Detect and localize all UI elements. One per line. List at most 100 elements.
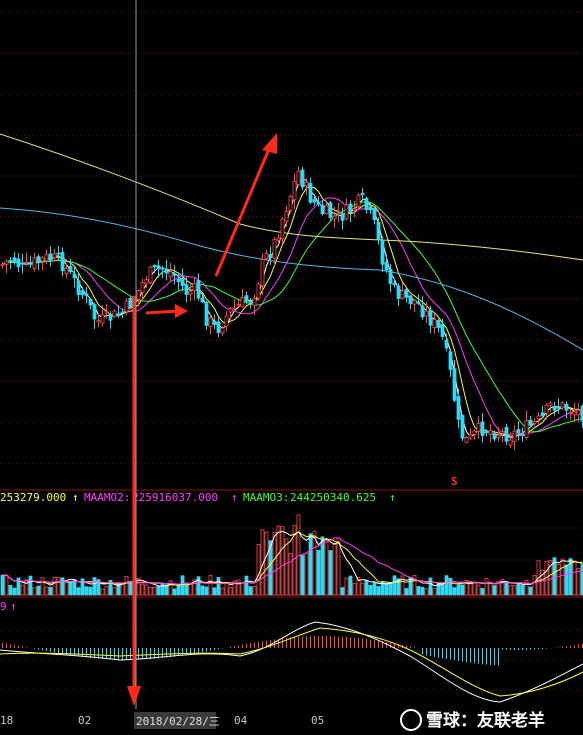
candle-body [72, 273, 77, 279]
volume-bar [276, 525, 281, 596]
volume-bar [240, 582, 245, 596]
volume-bar [380, 581, 385, 596]
moving-average-line [2, 197, 583, 435]
moving-average-line [0, 207, 583, 351]
candle-body [172, 273, 177, 276]
volume-bar [144, 584, 149, 596]
volume-bar [472, 581, 477, 596]
volume-bar [244, 575, 249, 596]
volume-bar [148, 586, 153, 596]
volume-bar [360, 582, 365, 596]
candle-body [360, 192, 365, 196]
candle-body [456, 396, 461, 420]
moving-average-line [2, 201, 583, 433]
candle-body [420, 305, 425, 318]
candle-body [52, 253, 57, 259]
candle-body [560, 402, 565, 409]
volume-bar [124, 575, 129, 596]
volume-bar [552, 557, 557, 596]
watermark: 雪球：友联老羊 [400, 709, 545, 731]
candle-body [540, 412, 545, 417]
candle-body [216, 321, 221, 333]
volume-bar [316, 549, 321, 596]
x-tick-label: 05 [311, 714, 324, 727]
candle-body [140, 282, 145, 293]
candle-body [184, 284, 189, 295]
candle-body [364, 197, 369, 211]
volume-bar [412, 574, 417, 596]
volume-bar [460, 584, 465, 596]
volume-indicator-text: 253279.000 ↑ MAAMO2: 225916037.000 ↑ MAA… [0, 491, 396, 504]
volume-bar [28, 575, 33, 596]
volume-bar [372, 582, 377, 596]
volume-bar [328, 550, 333, 596]
moving-average-lines [0, 133, 583, 439]
candle-body [248, 300, 253, 303]
volume-bar [24, 579, 29, 596]
candle-body [472, 430, 477, 435]
volume-bar [388, 582, 393, 596]
candle-body [12, 257, 17, 263]
volume-bar [52, 576, 57, 596]
candle-body [88, 298, 93, 306]
volume-bar [192, 579, 197, 596]
volume-bar [12, 587, 17, 596]
volume-bar [400, 575, 405, 596]
volume-bar [428, 577, 433, 596]
volume-bar [368, 585, 373, 596]
volume-bar [36, 585, 41, 596]
volume-bar [444, 575, 449, 596]
volume-bar [568, 558, 573, 596]
candle-body [416, 301, 421, 304]
candle-body [476, 423, 481, 432]
candle-body [128, 297, 133, 309]
moving-average-line [2, 179, 583, 439]
volume-bar [140, 583, 145, 596]
candle-body [4, 260, 9, 265]
candle-body [16, 258, 21, 268]
macd-indicator-text: 9 ↑ [0, 600, 17, 613]
candle-body [400, 290, 405, 299]
candle-body [332, 215, 337, 220]
volume-bar [20, 584, 25, 596]
candle-body [156, 265, 161, 270]
volume-bar [420, 586, 425, 596]
candle-body [188, 290, 193, 295]
candle-body [236, 304, 241, 307]
volume-bar [564, 564, 569, 596]
volume-bar [520, 585, 525, 596]
maamo3-arrow: ↑ [389, 491, 396, 504]
volume-bar [480, 587, 485, 596]
volume-bar [304, 552, 309, 596]
candle-body [176, 278, 181, 283]
volume-bar [228, 586, 233, 596]
volume-bar [560, 558, 565, 596]
volume-bar [116, 584, 121, 596]
volume-bar [136, 577, 141, 596]
volume-bar [80, 578, 85, 596]
volume-bar [348, 575, 353, 596]
candle-body [372, 208, 377, 221]
volume-bar [288, 552, 293, 596]
volume-bar [176, 585, 181, 596]
candle-body [516, 429, 521, 434]
candle-body [324, 205, 329, 215]
maamo2-arrow: ↑ [231, 491, 238, 504]
candle-body [0, 263, 5, 266]
up-arrow-shaft [214, 143, 273, 277]
candle-body [428, 310, 433, 326]
macd-value: 9 [0, 600, 7, 613]
volume-bar [264, 531, 269, 596]
candle-body [260, 259, 265, 287]
volume-average-line [2, 537, 583, 585]
candle-body [80, 290, 85, 296]
candle-body [356, 194, 361, 207]
macd-panel [0, 621, 583, 703]
volume-bar [280, 526, 285, 596]
volume-bar [268, 540, 273, 596]
volume-bar [112, 586, 117, 596]
volume-bar [224, 582, 229, 596]
candle-body [32, 257, 37, 269]
x-axis: 18 02 2018/02/28/三 04 05 [0, 709, 583, 735]
candle-body [320, 204, 325, 215]
